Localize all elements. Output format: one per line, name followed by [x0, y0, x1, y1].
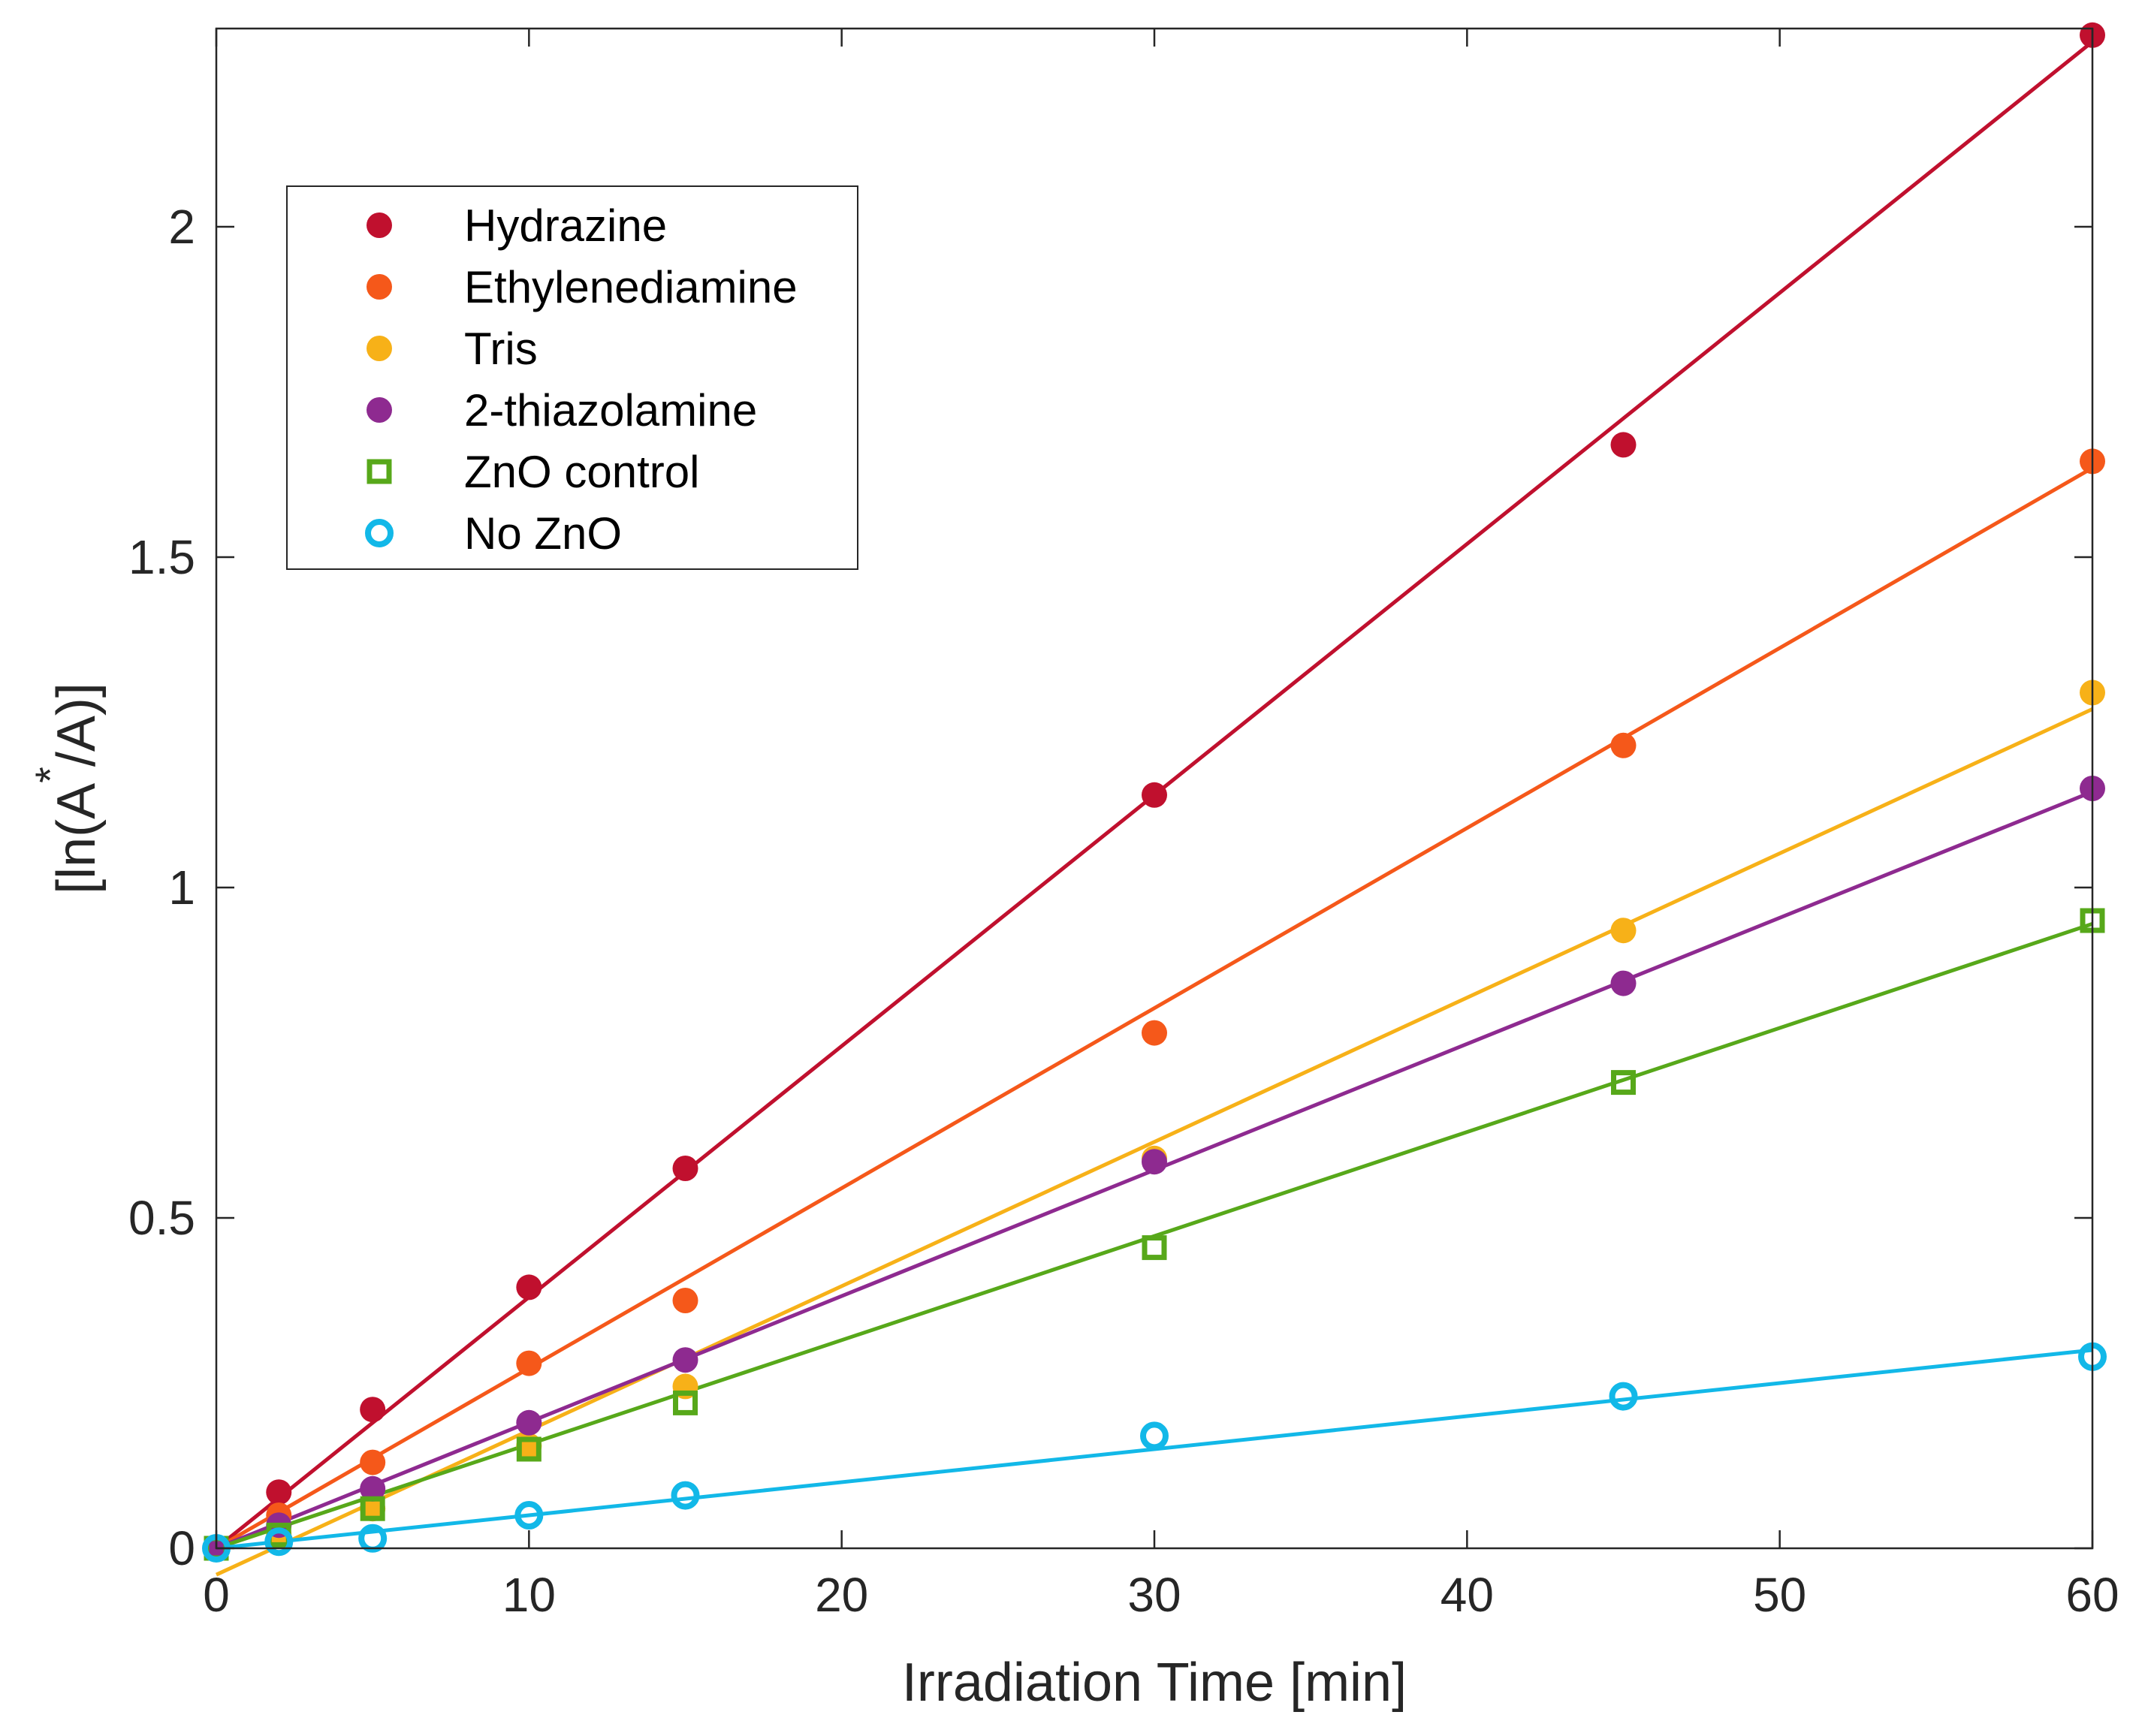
point-zno-control [516, 1436, 542, 1462]
y-tick-label: 1 [168, 860, 195, 915]
svg-text:[ln(A*/A)]: [ln(A*/A)] [26, 683, 107, 894]
point-no-zno [1140, 1421, 1169, 1451]
point-ethylenediamine [1610, 732, 1637, 758]
point-hydrazine [360, 1397, 386, 1423]
legend-label-ethylenediamine: Ethylenediamine [464, 262, 798, 312]
legend-label-hydrazine: Hydrazine [464, 200, 667, 251]
point-hydrazine [1142, 782, 1167, 808]
point-zno-control [1142, 1235, 1167, 1261]
x-tick-label: 10 [502, 1568, 556, 1622]
point-2-thiazolamine [516, 1409, 542, 1436]
point-ethylenediamine [1142, 1020, 1167, 1046]
point-tris [360, 1496, 386, 1522]
y-tick-label: 2 [168, 200, 195, 254]
legend-marker-no-zno [365, 519, 394, 547]
point-2-thiazolamine [672, 1347, 698, 1373]
y-axis-title-sup: * [26, 767, 74, 783]
x-tick-labels: 0 10 20 30 40 50 60 [203, 1568, 2119, 1622]
legend-marker-tris [367, 336, 392, 361]
point-ethylenediamine [360, 1449, 386, 1475]
legend-marker-hydrazine [367, 212, 392, 238]
point-no-zno [1609, 1382, 1638, 1411]
point-hydrazine [266, 1479, 292, 1505]
x-tick-label: 30 [1127, 1568, 1181, 1622]
legend-box [286, 185, 858, 570]
point-zno-control [1611, 1070, 1636, 1096]
y-axis-title: [ln(A*/A)] [26, 683, 107, 894]
legend-label-zno-control: ZnO control [464, 447, 699, 497]
y-axis-title-tail: /A)] [47, 683, 107, 767]
y-tick-labels: 0 0.5 1 1.5 2 [128, 200, 195, 1575]
point-no-zno [514, 1501, 544, 1530]
point-hydrazine [1610, 432, 1637, 458]
point-2-thiazolamine [1142, 1149, 1167, 1175]
x-tick-label: 50 [1753, 1568, 1806, 1622]
point-zno-control [360, 1496, 385, 1521]
point-hydrazine [516, 1274, 542, 1300]
x-tick-label: 40 [1441, 1568, 1494, 1622]
legend-marker-zno-control [367, 459, 392, 484]
legend-marker-2-thiazolamine [367, 397, 392, 423]
point-no-zno [264, 1527, 294, 1557]
x-axis-title: Irradiation Time [min] [902, 1653, 1407, 1713]
point-tris [1610, 918, 1637, 944]
point-2-thiazolamine [1610, 970, 1637, 996]
y-tick-label: 0 [168, 1521, 195, 1575]
y-axis-title-main: [ln(A [47, 783, 107, 894]
x-tick-label: 0 [203, 1568, 230, 1622]
point-hydrazine [672, 1156, 698, 1181]
point-ethylenediamine [672, 1288, 698, 1313]
legend-label-2-thiazolamine: 2-thiazolamine [464, 385, 757, 436]
y-tick-label: 1.5 [128, 530, 195, 584]
legend-marker-ethylenediamine [367, 274, 392, 300]
point-ethylenediamine [516, 1350, 542, 1376]
legend: Hydrazine Ethylenediamine Tris 2-thiazolami… [286, 185, 858, 570]
point-zno-control [673, 1390, 698, 1415]
y-tick-label: 0.5 [128, 1191, 195, 1245]
legend-items: Hydrazine Ethylenediamine Tris 2-thiazolami… [365, 200, 798, 559]
plot-frame [215, 27, 2094, 1550]
x-tick-label: 20 [815, 1568, 868, 1622]
x-tick-label: 60 [2065, 1568, 2119, 1622]
point-2-thiazolamine [360, 1475, 386, 1502]
point-no-zno [671, 1481, 700, 1510]
legend-label-tris: Tris [464, 324, 538, 374]
legend-label-no-zno: No ZnO [464, 508, 622, 559]
point-no-zno [358, 1524, 388, 1553]
